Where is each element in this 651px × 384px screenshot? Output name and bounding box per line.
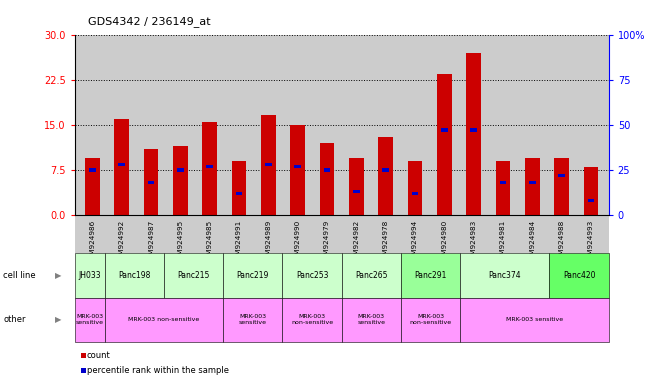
Bar <box>148 181 154 184</box>
Text: MRK-003
sensitive: MRK-003 sensitive <box>357 314 385 325</box>
Text: other: other <box>3 315 26 324</box>
Bar <box>206 164 213 168</box>
Bar <box>383 168 389 172</box>
Bar <box>232 161 247 215</box>
Text: Panc291: Panc291 <box>415 271 447 280</box>
Text: count: count <box>87 351 111 360</box>
Bar <box>236 192 242 195</box>
Bar <box>437 74 452 215</box>
Text: percentile rank within the sample: percentile rank within the sample <box>87 366 229 375</box>
Bar <box>441 128 448 132</box>
Bar <box>320 143 335 215</box>
Bar <box>202 122 217 215</box>
Text: MRK-003
sensitive: MRK-003 sensitive <box>76 314 104 325</box>
Bar <box>378 137 393 215</box>
Bar <box>89 168 96 172</box>
Bar <box>261 114 276 215</box>
Text: GDS4342 / 236149_at: GDS4342 / 236149_at <box>88 16 210 27</box>
Bar <box>496 161 510 215</box>
Text: Panc253: Panc253 <box>296 271 328 280</box>
Text: Panc374: Panc374 <box>488 271 521 280</box>
Text: Panc265: Panc265 <box>355 271 388 280</box>
Text: JH033: JH033 <box>78 271 101 280</box>
Bar <box>412 192 419 195</box>
Bar <box>408 161 422 215</box>
Bar <box>173 146 187 215</box>
Bar <box>353 190 360 194</box>
Bar <box>529 181 536 184</box>
Text: ▶: ▶ <box>55 271 62 280</box>
Bar <box>471 128 477 132</box>
Text: cell line: cell line <box>3 271 36 280</box>
Bar <box>85 158 100 215</box>
Text: Panc215: Panc215 <box>177 271 210 280</box>
Bar <box>115 119 129 215</box>
Bar <box>349 158 364 215</box>
Bar <box>555 158 569 215</box>
Text: MRK-003 non-sensitive: MRK-003 non-sensitive <box>128 317 199 322</box>
Text: MRK-003 sensitive: MRK-003 sensitive <box>506 317 563 322</box>
Bar <box>584 167 598 215</box>
Text: Panc198: Panc198 <box>118 271 150 280</box>
Bar <box>144 149 158 215</box>
Text: MRK-003
sensitive: MRK-003 sensitive <box>239 314 267 325</box>
Bar <box>265 163 271 166</box>
Text: ▶: ▶ <box>55 315 62 324</box>
Bar <box>290 125 305 215</box>
Text: Panc219: Panc219 <box>236 271 269 280</box>
Bar <box>559 174 565 177</box>
Bar <box>324 168 331 172</box>
Bar <box>500 181 506 184</box>
Bar <box>118 163 125 166</box>
Text: MRK-003
non-sensitive: MRK-003 non-sensitive <box>291 314 333 325</box>
Text: Panc420: Panc420 <box>562 271 595 280</box>
Bar <box>294 164 301 168</box>
Bar <box>525 158 540 215</box>
Bar <box>466 53 481 215</box>
Bar <box>588 199 594 202</box>
Bar <box>177 168 184 172</box>
Text: MRK-003
non-sensitive: MRK-003 non-sensitive <box>409 314 452 325</box>
